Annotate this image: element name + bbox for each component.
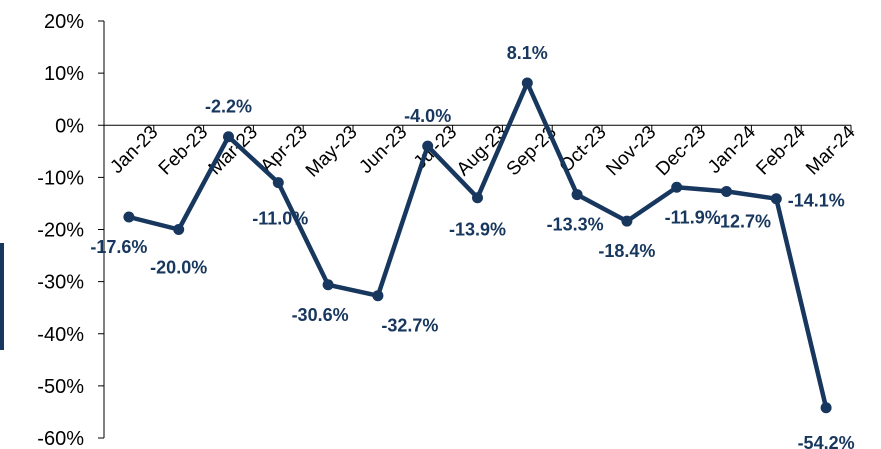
x-tick-label: May-23 (302, 122, 362, 182)
data-label: -13.9% (449, 220, 506, 240)
x-tick-label: Jan-24 (704, 122, 760, 178)
x-tick-label: Feb-23 (155, 122, 212, 179)
y-tick-label: -50% (37, 376, 84, 398)
data-point-marker (571, 189, 583, 201)
series-line (126, 80, 829, 411)
data-point-marker (173, 224, 185, 235)
x-tick-label: Dec-23 (652, 122, 710, 180)
y-tick-label: 0% (55, 115, 84, 137)
data-label: -12.7% (714, 211, 771, 231)
data-point-marker (521, 77, 533, 89)
data-point-marker (472, 192, 483, 204)
data-label: -17.6% (90, 237, 147, 257)
data-label: -32.7% (381, 316, 438, 336)
data-label: -11.0% (252, 209, 308, 229)
x-axis: Jan-23Feb-23Mar-23Apr-23May-23Jun-23Jul-… (103, 122, 860, 182)
y-axis: 20% 10% 0% -10% -20% -30% -40% -50% -60% (37, 11, 105, 449)
y-tick-label: -60% (37, 428, 84, 449)
data-label: -20.0% (150, 258, 207, 278)
chart-decoration (0, 243, 4, 350)
data-label-group: -17.6%-20.0% -2.2% -11.0% -30.6% -32.7% -4.0%… (90, 43, 854, 449)
data-point-marker (272, 177, 284, 189)
data-point-marker (223, 131, 234, 143)
y-tick-label: -30% (37, 272, 84, 294)
data-label: -30.6% (292, 305, 349, 325)
data-point-marker (372, 290, 384, 302)
x-tick-label: Mar-24 (802, 122, 860, 180)
data-label: -14.1% (788, 191, 845, 211)
x-tick-label: Nov-23 (602, 122, 660, 180)
y-tick-label: -20% (37, 220, 84, 242)
data-label: -11.9% (665, 207, 721, 227)
data-label: -2.2% (205, 97, 252, 117)
data-point-marker (820, 402, 832, 414)
x-tick-label: Feb-24 (752, 122, 810, 180)
data-point-marker (671, 181, 683, 193)
y-tick-label: -10% (37, 167, 84, 189)
x-tick-label: Mar-23 (205, 122, 262, 179)
legend-color-bar (0, 243, 4, 350)
x-tick-label: Sep-23 (503, 122, 561, 180)
x-tick-label: Jun-23 (355, 122, 411, 178)
data-label: -13.3% (547, 215, 604, 235)
y-tick-label: 20% (44, 11, 84, 33)
y-tick-label: -40% (37, 324, 84, 346)
data-point-marker (123, 211, 135, 223)
data-point-marker (422, 140, 434, 152)
data-label: -18.4% (598, 241, 655, 261)
data-label: -4.0% (404, 106, 451, 126)
data-label: 8.1% (507, 43, 548, 63)
data-point-marker (621, 215, 633, 227)
data-label: -54.2% (798, 433, 855, 449)
data-point-marker (770, 193, 782, 205)
x-tick-label: Aug-23 (453, 122, 511, 180)
x-tick-label: Jan-23 (106, 122, 162, 178)
series-line-group (123, 77, 832, 414)
data-point-marker (322, 279, 334, 291)
y-tick-label: 10% (44, 63, 84, 85)
data-point-marker (721, 185, 732, 197)
